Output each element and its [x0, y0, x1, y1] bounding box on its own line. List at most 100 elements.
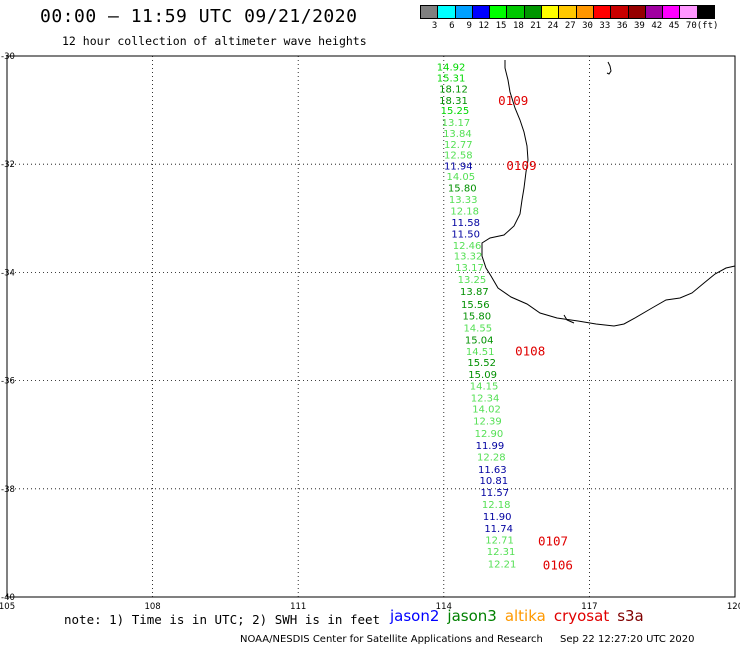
color-scale-label: 30	[582, 21, 593, 31]
longitude-tick-label: 114	[436, 602, 452, 612]
wave-height-value: 12.39	[473, 417, 502, 428]
southwest-coast-inlet	[563, 314, 575, 324]
wave-height-value: 13.33	[449, 195, 478, 206]
wave-height-value: 13.25	[458, 275, 487, 286]
pass-time-label: 0107	[538, 533, 568, 548]
wave-height-value: 14.05	[446, 172, 475, 183]
color-scale-label: 18	[512, 21, 524, 31]
satellite-legend-item: jason3	[447, 607, 497, 625]
wave-height-value: 15.04	[465, 335, 494, 346]
wave-height-value: 12.18	[450, 207, 479, 218]
color-scale-label: 70	[685, 21, 697, 31]
wave-height-value: 12.18	[482, 500, 511, 511]
satellite-legend: jason2 jason3 altika cryosat s3a	[390, 607, 652, 625]
wave-height-value: 14.02	[472, 405, 501, 416]
color-scale-label: 33	[599, 21, 611, 31]
wave-height-value: 15.52	[467, 358, 496, 369]
wave-height-value: 12.58	[444, 150, 473, 161]
color-scale-label: 24	[547, 21, 559, 31]
wave-height-value: 15.31	[437, 74, 466, 85]
wave-height-value: 10.81	[479, 476, 508, 487]
color-scale-label: 42	[651, 21, 663, 31]
pass-time-label: 0106	[543, 558, 573, 573]
color-scale-label: 39	[634, 21, 645, 31]
color-scale-label: 9	[466, 21, 472, 31]
map-subtitle: 12 hour collection of altimeter wave hei…	[62, 34, 367, 48]
satellite-legend-item: altika	[504, 607, 546, 625]
map-footer: NOAA/NESDIS Center for Satellite Applica…	[240, 634, 695, 645]
satellite-legend-item: jason2	[390, 607, 440, 625]
wave-height-value: 14.55	[463, 324, 492, 335]
color-scale-label: 21	[530, 21, 542, 31]
color-scale-label: 27	[564, 21, 576, 31]
latitude-tick-label: -40	[1, 593, 15, 603]
color-scale-label: 12	[478, 21, 490, 31]
wave-height-value: 12.31	[487, 547, 516, 558]
wave-height-value: 14.92	[437, 62, 466, 73]
latitude-tick-label: -36	[1, 377, 15, 387]
australia-coastline	[481, 60, 736, 327]
wave-height-value: 12.46	[453, 241, 482, 252]
satellite-legend-item: cryosat	[553, 607, 610, 625]
axis-tick-labels: 105 108 111 114 117 120 -30 -32 -34 -36 -38 -40	[0, 52, 740, 612]
latitude-tick-label: -30	[1, 52, 15, 62]
wave-height-value: 13.17	[442, 118, 471, 129]
map-title: 00:00 – 11:59 UTC 09/21/2020	[40, 6, 358, 27]
color-scale-legend: 3 6 9 12 15 18 21 24 27 30 33 36 39 42 45 70 (ft)	[420, 5, 719, 31]
wave-height-value: 12.71	[485, 536, 514, 547]
wave-height-value: 11.57	[480, 488, 509, 499]
wave-height-value: 11.74	[484, 524, 513, 535]
wave-height-value: 13.84	[443, 129, 472, 140]
wave-height-value: 14.15	[470, 381, 499, 392]
wave-height-value: 15.25	[441, 106, 470, 117]
color-scale-label: 36	[616, 21, 628, 31]
color-scale-label: 45	[668, 21, 680, 31]
map-frame	[6, 55, 736, 598]
wave-height-value: 13.32	[454, 252, 483, 263]
wave-height-value: 12.34	[471, 393, 500, 404]
wave-height-value: 15.80	[448, 183, 477, 194]
wave-height-value: 11.94	[444, 161, 473, 172]
island-outline	[606, 61, 612, 75]
longitude-tick-label: 117	[581, 602, 597, 612]
wave-height-value: 12.90	[475, 429, 504, 440]
latitude-tick-label: -34	[1, 268, 15, 278]
wave-height-value: 11.63	[478, 465, 507, 476]
color-scale-swatches	[420, 5, 716, 19]
wave-height-value: 13.17	[455, 263, 484, 274]
color-scale-label: 6	[449, 21, 455, 31]
footer-timestamp: Sep 22 12:27:20 UTC 2020	[560, 634, 695, 645]
pass-time-label: 0108	[515, 343, 545, 358]
wave-height-value: 15.56	[461, 300, 490, 311]
latitude-tick-label: -38	[1, 485, 15, 495]
color-scale-label: (ft)	[696, 21, 719, 31]
pass-time-label: 0109	[506, 158, 536, 173]
wave-height-value: 13.87	[460, 287, 489, 298]
pass-time-label: 0109	[498, 93, 528, 108]
wave-height-value: 15.09	[468, 370, 497, 381]
units-note: note: 1) Time is in UTC; 2) SWH is in fe…	[64, 612, 381, 627]
lat-lon-grid	[6, 55, 736, 598]
color-scale-label: 15	[495, 21, 507, 31]
wave-height-value: 11.90	[483, 512, 512, 523]
footer-credit: NOAA/NESDIS Center for Satellite Applica…	[240, 634, 543, 645]
wave-height-value: 11.50	[451, 229, 480, 240]
pass-time-labels: 0109 0109 0108 0107 0106	[498, 93, 573, 573]
wave-height-value: 11.58	[451, 218, 480, 229]
longitude-tick-label: 111	[290, 602, 306, 612]
latitude-tick-label: -32	[1, 160, 15, 170]
satellite-legend-item: s3a	[617, 607, 644, 625]
wave-height-value: 12.28	[477, 452, 506, 463]
wave-height-value: 11.99	[476, 441, 505, 452]
wave-height-value: 15.80	[462, 312, 491, 323]
longitude-tick-label: 120	[727, 602, 740, 612]
longitude-tick-label: 105	[0, 602, 15, 612]
color-scale-labels: 3 6 9 12 15 18 21 24 27 30 33 36 39 42 45 70 (ft)	[420, 21, 719, 31]
longitude-tick-label: 108	[144, 602, 160, 612]
southwest-coastline	[481, 60, 736, 327]
wave-height-value: 12.21	[488, 559, 517, 570]
wave-height-value: 18.31	[439, 96, 468, 107]
altimeter-observations: 14.9215.3118.1218.3115.2513.1713.8412.77…	[437, 62, 517, 570]
wave-height-value: 12.77	[444, 140, 473, 151]
